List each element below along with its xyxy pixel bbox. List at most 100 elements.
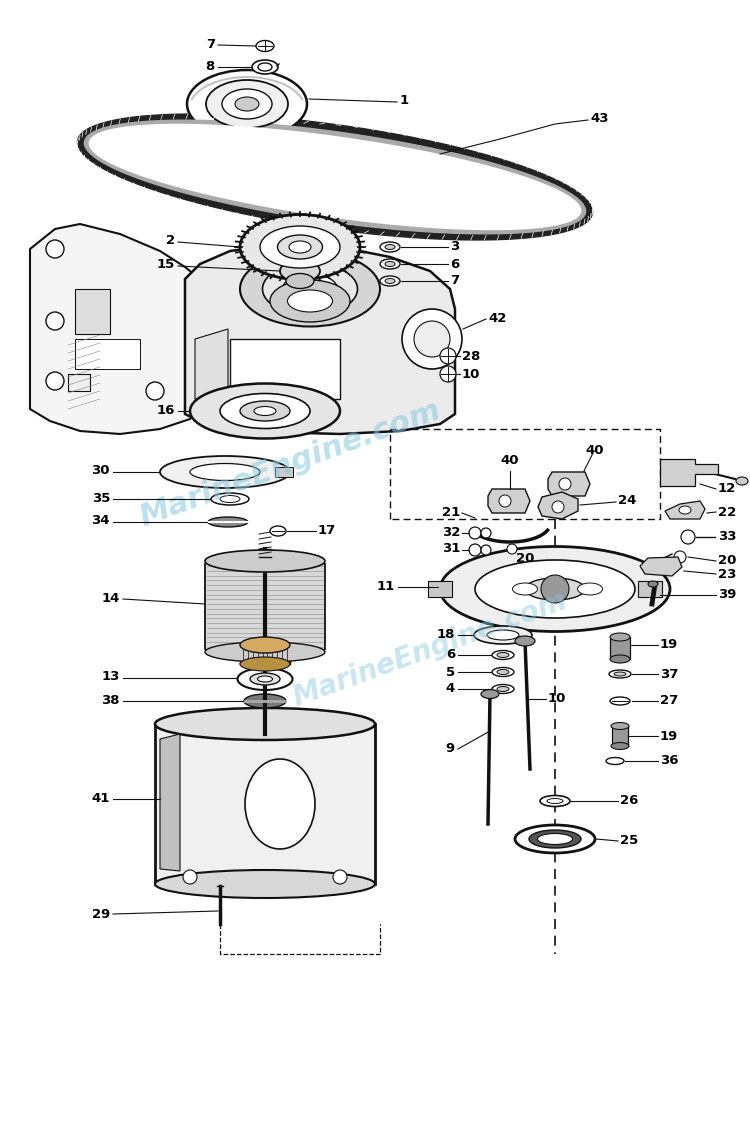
Ellipse shape [385,279,395,283]
Ellipse shape [240,401,290,421]
Circle shape [183,870,197,884]
Text: 24: 24 [618,495,636,508]
Ellipse shape [289,240,311,253]
Ellipse shape [270,526,286,536]
Polygon shape [665,501,705,519]
Ellipse shape [220,394,310,429]
Ellipse shape [611,723,629,729]
Polygon shape [89,124,580,229]
Polygon shape [195,329,228,399]
Text: 2: 2 [166,235,175,247]
Text: 20: 20 [718,554,736,568]
Ellipse shape [540,796,570,806]
Text: 10: 10 [548,692,566,706]
Polygon shape [85,120,586,234]
Ellipse shape [515,825,595,854]
Polygon shape [155,724,375,884]
Text: 17: 17 [318,525,336,537]
Text: 41: 41 [92,793,110,805]
Ellipse shape [270,280,350,322]
Ellipse shape [515,636,535,646]
Text: 10: 10 [462,368,480,380]
Ellipse shape [262,263,358,315]
Ellipse shape [679,506,691,514]
Circle shape [552,501,564,513]
Ellipse shape [385,245,395,250]
Polygon shape [230,339,340,399]
Text: 29: 29 [92,908,110,920]
Circle shape [541,575,569,603]
Circle shape [469,544,481,555]
Text: 30: 30 [92,464,110,478]
Text: 4: 4 [446,683,455,695]
Circle shape [46,312,64,330]
Text: 37: 37 [660,667,678,681]
Polygon shape [548,472,590,496]
Ellipse shape [286,273,314,289]
Polygon shape [488,489,530,513]
Ellipse shape [205,550,325,572]
Text: 15: 15 [157,259,175,271]
Text: 3: 3 [450,240,459,254]
Text: 25: 25 [620,834,638,848]
Text: MarineEngine.com: MarineEngine.com [289,586,571,711]
Text: 36: 36 [660,754,679,768]
Polygon shape [77,114,592,240]
Ellipse shape [492,667,514,676]
Ellipse shape [380,259,400,269]
Ellipse shape [648,581,658,587]
Ellipse shape [609,669,631,679]
Polygon shape [240,644,290,664]
Circle shape [440,348,456,364]
Text: 8: 8 [206,60,215,72]
Ellipse shape [610,697,630,704]
Polygon shape [538,492,578,519]
Ellipse shape [252,60,278,75]
Text: 14: 14 [102,593,120,605]
Text: 38: 38 [101,693,120,707]
Ellipse shape [492,684,514,693]
Ellipse shape [497,653,509,657]
Text: 27: 27 [660,694,678,708]
Ellipse shape [440,546,670,631]
Ellipse shape [610,633,630,641]
Circle shape [402,309,462,369]
Polygon shape [205,559,325,654]
Polygon shape [610,637,630,659]
Ellipse shape [492,650,514,659]
Text: 11: 11 [376,579,395,593]
Text: 31: 31 [442,543,460,555]
Ellipse shape [512,583,538,595]
Circle shape [499,495,511,507]
Ellipse shape [155,708,375,739]
Ellipse shape [254,406,276,415]
Ellipse shape [547,798,563,804]
Polygon shape [638,581,662,597]
Ellipse shape [474,625,532,644]
Circle shape [46,240,64,259]
Text: 6: 6 [450,257,459,271]
Circle shape [481,528,491,539]
Text: 43: 43 [590,113,608,125]
Ellipse shape [380,242,400,252]
Text: MarineEngine.com: MarineEngine.com [135,396,445,532]
Ellipse shape [283,274,338,304]
Circle shape [414,321,450,357]
Text: 13: 13 [102,671,120,683]
Ellipse shape [222,89,272,119]
Ellipse shape [160,456,290,488]
Text: 12: 12 [718,482,736,496]
Text: 32: 32 [442,525,460,539]
Ellipse shape [208,517,248,527]
Ellipse shape [610,655,630,663]
Text: 16: 16 [157,404,175,418]
Ellipse shape [240,657,290,671]
Polygon shape [640,557,682,576]
Text: 26: 26 [620,795,638,807]
Ellipse shape [287,290,332,312]
Ellipse shape [497,669,509,674]
Circle shape [674,551,686,563]
Ellipse shape [475,560,635,618]
Ellipse shape [614,672,626,676]
Polygon shape [428,581,452,597]
